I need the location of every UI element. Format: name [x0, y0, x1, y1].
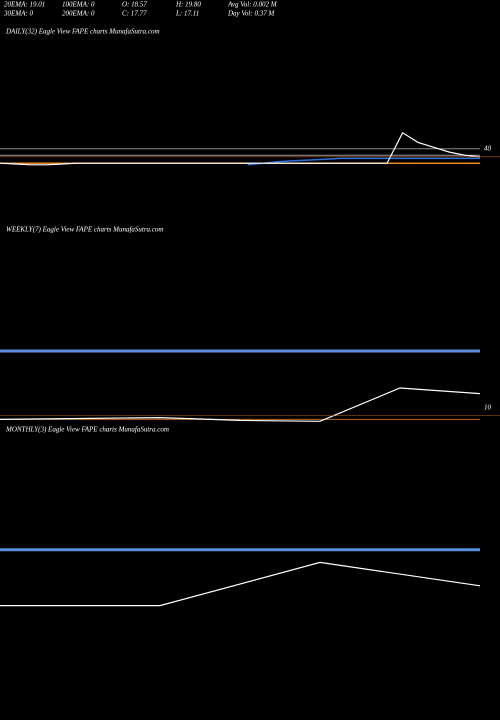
level-label: 40 — [484, 144, 492, 152]
price-line — [0, 561, 481, 607]
header-stat: Day Vol: 0.37 M — [227, 10, 275, 18]
level-label: 10 — [484, 403, 492, 411]
price-line — [247, 157, 480, 166]
header-stat: 200EMA: 0 — [62, 10, 95, 18]
header-stat: Avg Vol: 0.002 M — [227, 1, 278, 9]
panel-title: MONTHLY(3) Eagle View FAPE charts Munafa… — [5, 426, 169, 434]
header-stat: L: 17.11 — [175, 10, 199, 18]
price-line — [0, 131, 481, 166]
header-stat: 20EMA: 19.01 — [4, 1, 45, 9]
price-line — [0, 387, 481, 422]
header-stat: H: 19.80 — [175, 1, 201, 9]
header-stat: 30EMA: 0 — [3, 10, 33, 18]
header-stat: C: 17.77 — [122, 10, 147, 18]
header-stat: 100EMA: 0 — [62, 1, 95, 9]
header-stat: O: 18.57 — [122, 1, 147, 9]
panel-title: WEEKLY(7) Eagle View FAPE charts MunafaS… — [6, 226, 163, 234]
panel-title: DAILY(32) Eagle View FAPE charts MunafaS… — [5, 28, 160, 36]
